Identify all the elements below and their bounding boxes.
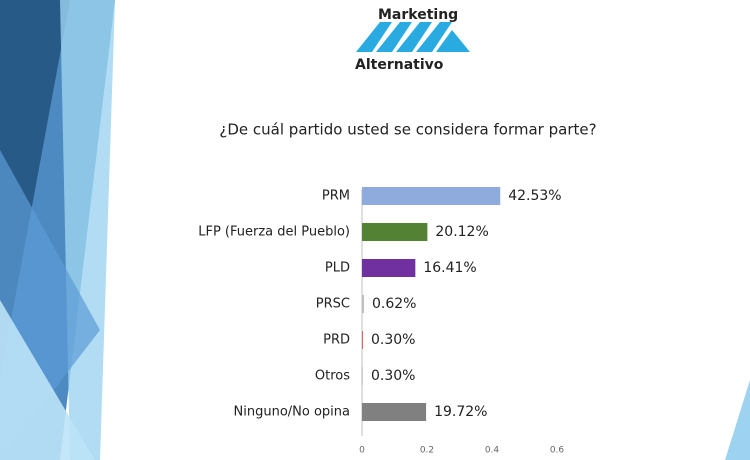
value-label: 19.72% [434, 404, 487, 420]
bar [362, 187, 501, 205]
category-label: PLD [325, 261, 350, 276]
logo-bottom: Alternativo [355, 57, 444, 73]
x-tick-label: 0 [359, 446, 365, 456]
category-label: LFP (Fuerza del Pueblo) [198, 225, 350, 240]
value-label: 20.12% [435, 224, 488, 240]
logo: Marketing Alternativo [355, 7, 470, 73]
bar [362, 259, 416, 277]
bar [362, 367, 363, 385]
category-label: PRSC [316, 297, 350, 312]
category-label: Otros [315, 369, 350, 384]
chart-title: ¿De cuál partido usted se considera form… [219, 121, 596, 139]
x-tick-label: 0.4 [485, 446, 500, 456]
category-label: PRM [322, 189, 350, 204]
logo-top: Marketing [378, 7, 458, 23]
bar [362, 403, 427, 421]
category-label: PRD [323, 333, 350, 348]
x-tick-label: 0.6 [550, 446, 565, 456]
value-label: 0.30% [371, 332, 415, 348]
value-label: 0.62% [372, 296, 416, 312]
bar [362, 295, 365, 313]
x-tick-label: 0.2 [420, 446, 434, 456]
value-label: 16.41% [423, 260, 476, 276]
value-label: 42.53% [508, 188, 561, 204]
bar [362, 331, 363, 349]
category-label: Ninguno/No opina [234, 405, 350, 420]
bar [362, 223, 428, 241]
value-label: 0.30% [371, 368, 415, 384]
